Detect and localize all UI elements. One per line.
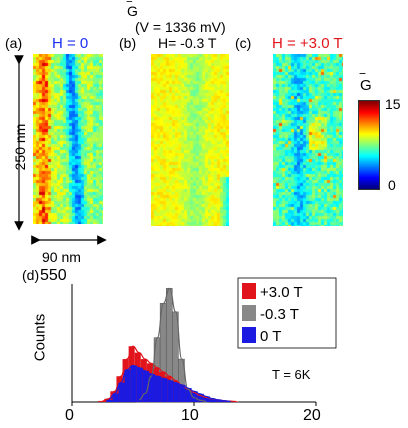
colorbar-title-letter: G — [360, 77, 372, 94]
bar-0T-2 — [118, 382, 125, 402]
legend-label-0: +3.0 T — [260, 284, 303, 301]
scale-bars — [14, 55, 107, 245]
legend-swatch-2 — [242, 327, 256, 343]
bar-0T-5 — [136, 367, 143, 402]
bar-0T-18 — [216, 399, 223, 402]
panel-c-field: H = +3.0 T — [272, 35, 343, 52]
x-tick-10: 10 — [181, 407, 199, 424]
map-panel-a — [33, 54, 103, 224]
bar-0T-11 — [173, 382, 180, 402]
colorbar-max-label: 15 — [385, 96, 401, 112]
bar-0T-3 — [124, 369, 131, 402]
colorbar-title: ‾ G — [360, 73, 372, 94]
bar-0T-16 — [203, 396, 210, 402]
colorbar-title-overline: ‾ — [360, 72, 365, 89]
panel-a-field: H = 0 — [52, 35, 89, 52]
colorbar — [358, 100, 380, 190]
bar-0T-6 — [142, 370, 149, 402]
gbar-overline: ‾ — [127, 0, 132, 15]
legend-label-2: 0 T — [260, 328, 281, 345]
bar-0T-0 — [106, 399, 113, 402]
legend-label-1: -0.3 T — [260, 306, 299, 323]
fit-curve-0T — [108, 364, 231, 402]
colorbar-min-label: 0 — [388, 177, 396, 193]
gbar-letter: G — [127, 3, 138, 19]
bar-0T-9 — [161, 378, 168, 402]
bar-30T-0 — [98, 400, 105, 402]
gbar-symbol: ‾ G — [127, 0, 138, 19]
x-tick-20: 20 — [303, 407, 321, 424]
panel-c-letter: (c) — [235, 35, 252, 51]
panel-b-field: H= -0.3 T — [158, 35, 217, 51]
bar-0T-10 — [167, 380, 174, 402]
panel-b-letter: (b) — [119, 35, 137, 51]
bar-0T-13 — [185, 388, 192, 402]
bar-0T-12 — [179, 384, 186, 402]
annotation-temperature: T = 6K — [272, 367, 311, 382]
fit-curve-03T — [138, 287, 207, 402]
legend-swatch-0 — [242, 283, 256, 299]
bar-0T-4 — [130, 365, 137, 402]
bar-0T-7 — [148, 374, 155, 402]
map-panel-c — [273, 54, 343, 226]
y-top-label: 550 — [40, 267, 67, 284]
bar-0T-1 — [112, 393, 119, 402]
bar-0T-14 — [191, 391, 198, 402]
x-tick-0: 0 — [65, 407, 74, 424]
voltage-label: (V = 1336 mV) — [135, 19, 226, 35]
panel-a-letter: (a) — [5, 35, 23, 51]
bar-0T-15 — [197, 393, 204, 402]
bar-0T-19 — [222, 400, 229, 402]
legend-swatch-1 — [242, 305, 256, 321]
bar-0T-8 — [155, 376, 162, 402]
bar-0T-17 — [209, 398, 216, 402]
map-panel-b — [151, 54, 229, 226]
panel-d-letter: (d) — [22, 267, 40, 283]
horizontal-scale-label: 90 nm — [42, 249, 81, 265]
